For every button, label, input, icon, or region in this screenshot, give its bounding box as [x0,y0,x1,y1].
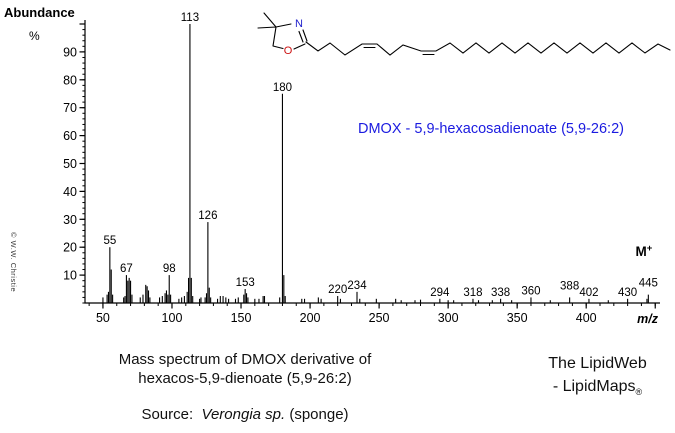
x-tick-label: 350 [507,311,528,325]
y-tick-label: 70 [63,101,77,115]
peak-label: 180 [273,82,292,94]
caption-line1: Mass spectrum of DMOX derivative of [118,351,372,368]
peak-label: 318 [463,287,482,299]
compound-annotation: DMOX - 5,9-hexacosadienoate (5,9-26:2) [358,121,624,137]
y-tick-label: 80 [63,73,77,87]
peak-label: 55 [103,235,116,247]
peak-label: 338 [491,287,510,299]
x-tick-label: 250 [369,311,390,325]
peak-label: 153 [236,277,255,289]
y-axis-unit: % [29,29,40,43]
source-label: Source: [141,406,194,423]
source-line: Source: Verongia sp. (sponge) [60,406,430,423]
y-tick-label: 10 [63,269,77,283]
x-tick-label: 300 [438,311,459,325]
y-tick-label: 90 [63,45,77,59]
nitrogen-atom-label: N [295,18,303,30]
double-bond-lines [363,46,435,56]
oxazoline-ring-bonds [257,12,308,50]
acyl-chain-bonds [305,41,671,56]
peak-label: 98 [163,263,176,275]
x-tick-label: 150 [231,311,252,325]
registered-mark: ® [635,387,643,398]
y-axis-title: Abundance [4,5,75,20]
x-tick-label: 50 [96,311,110,325]
brand-line2: - LipidMaps® [552,378,643,398]
peak-label: 445 [639,278,658,290]
y-tick-label: 40 [63,185,77,199]
x-tick-label: 200 [300,311,321,325]
peak-label: 388 [560,280,579,292]
y-tick-label: 60 [63,129,77,143]
brand-line1: The LipidWeb [548,355,647,372]
y-tick-label: 30 [63,213,77,227]
y-tick-label: 50 [63,157,77,171]
peak-label: 126 [198,210,217,222]
peak-label: 234 [347,280,367,292]
copyright-note: © W.W. Christie [9,232,18,293]
peak-label: 113 [181,12,199,24]
x-tick-label: 400 [576,311,597,325]
x-axis-title: m/z [637,312,659,326]
peak-label: 402 [579,287,598,299]
figure-caption: Mass spectrum of DMOX derivative of hexa… [60,350,430,388]
peak-label: 294 [430,287,450,299]
peak-label: 67 [120,263,133,275]
peak-label: 430 [618,287,637,299]
peak-label: 220 [328,284,347,296]
y-tick-label: 20 [63,241,77,255]
oxygen-atom-label: O [284,45,293,57]
peak-label: 360 [521,285,540,297]
source-species: Verongia sp. [201,406,286,423]
source-suffix: (sponge) [289,406,349,423]
site-brand: The LipidWeb - LipidMaps® [525,352,670,404]
x-tick-label: 100 [162,311,183,325]
caption-line2: hexacos-5,9-dienoate (5,9-26:2) [138,370,352,387]
